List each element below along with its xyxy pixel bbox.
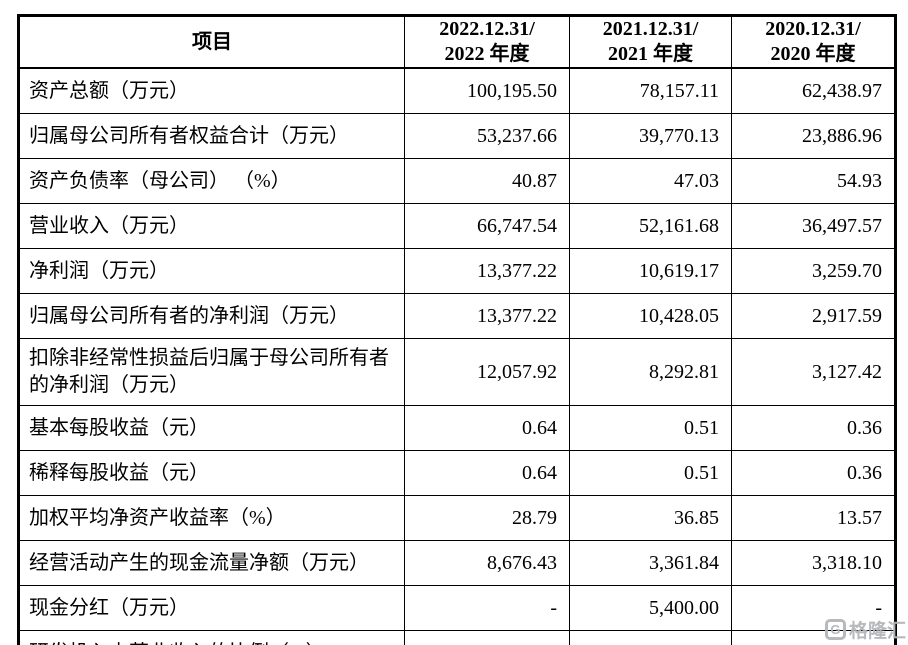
cell-value: 62,438.97 xyxy=(731,67,896,114)
cell-value: 5.58 xyxy=(569,630,732,645)
cell-value: 53,237.66 xyxy=(404,113,570,159)
cell-value: 0.64 xyxy=(404,405,570,451)
row-label: 稀释每股收益（元） xyxy=(18,450,405,496)
cell-value: 0.36 xyxy=(731,405,896,451)
row-label: 加权平均净资产收益率（%） xyxy=(18,495,405,541)
cell-value: 0.51 xyxy=(569,450,732,496)
cell-value: 36,497.57 xyxy=(731,203,896,249)
table-row: 稀释每股收益（元） 0.64 0.51 0.36 xyxy=(18,450,896,496)
table-body: 资产总额（万元） 100,195.50 78,157.11 62,438.97 归属母公… xyxy=(18,67,896,645)
cell-value: 13.57 xyxy=(731,495,896,541)
header-col-2021-line1: 2021.12.31/ xyxy=(602,18,699,40)
header-col-2021: 2021.12.31/ 2021 年度 xyxy=(569,15,732,69)
row-label: 归属母公司所有者的净利润（万元） xyxy=(18,293,405,339)
cell-value: 47.03 xyxy=(569,158,732,204)
financial-summary-table: 项目 2022.12.31/ 2022 年度 2021.12.31/ 2021 … xyxy=(17,14,897,645)
cell-value: 8,292.81 xyxy=(569,338,732,406)
header-col-2021-line2: 2021 年度 xyxy=(608,43,693,65)
table-row: 资产负债率（母公司） （%） 40.87 47.03 54.93 xyxy=(18,158,896,204)
header-col-2022-line2: 2022 年度 xyxy=(444,43,530,65)
header-col-2020-line1: 2020.12.31/ xyxy=(765,18,861,40)
cell-value: 54.93 xyxy=(731,158,896,204)
row-label: 现金分红（万元） xyxy=(18,585,405,631)
cell-value: 23,886.96 xyxy=(731,113,896,159)
header-row: 项目 2022.12.31/ 2022 年度 2021.12.31/ 2021 … xyxy=(18,15,896,69)
row-label: 基本每股收益（元） xyxy=(18,405,405,451)
cell-value: 6.37 xyxy=(731,630,896,645)
table-row: 营业收入（万元） 66,747.54 52,161.68 36,497.57 xyxy=(18,203,896,249)
cell-value: 5,400.00 xyxy=(569,585,732,631)
cell-value: 3,259.70 xyxy=(731,248,896,294)
table-row: 净利润（万元） 13,377.22 10,619.17 3,259.70 xyxy=(18,248,896,294)
header-col-2022: 2022.12.31/ 2022 年度 xyxy=(404,15,570,69)
cell-value: 40.87 xyxy=(404,158,570,204)
table-row: 基本每股收益（元） 0.64 0.51 0.36 xyxy=(18,405,896,451)
cell-value: 100,195.50 xyxy=(404,67,570,114)
cell-value: 52,161.68 xyxy=(569,203,732,249)
cell-value: 3,127.42 xyxy=(731,338,896,406)
row-label: 资产负债率（母公司） （%） xyxy=(18,158,405,204)
row-label: 净利润（万元） xyxy=(18,248,405,294)
cell-value: 66,747.54 xyxy=(404,203,570,249)
row-label: 扣除非经常性损益后归属于母公司所有者的净利润（万元） xyxy=(18,338,405,406)
table-row: 归属母公司所有者的净利润（万元） 13,377.22 10,428.05 2,917.… xyxy=(18,293,896,339)
header-col-2020: 2020.12.31/ 2020 年度 xyxy=(731,15,896,69)
header-col-2020-line2: 2020 年度 xyxy=(770,43,856,65)
table-row: 经营活动产生的现金流量净额（万元） 8,676.43 3,361.84 3,318.1… xyxy=(18,540,896,586)
cell-value: 0.64 xyxy=(404,450,570,496)
cell-value: 3,318.10 xyxy=(731,540,896,586)
row-label: 经营活动产生的现金流量净额（万元） xyxy=(18,540,405,586)
row-label: 资产总额（万元） xyxy=(18,67,405,114)
cell-value: 0.36 xyxy=(731,450,896,496)
table-row: 研发投入占营业收入的比例（%）5.045.586.37 xyxy=(18,630,896,645)
header-col-2022-line1: 2022.12.31/ xyxy=(439,18,535,40)
row-label: 研发投入占营业收入的比例（%） xyxy=(18,630,405,645)
cell-value: 28.79 xyxy=(404,495,570,541)
cell-value: - xyxy=(731,585,896,631)
cell-value: 2,917.59 xyxy=(731,293,896,339)
table-row: 扣除非经常性损益后归属于母公司所有者的净利润（万元） 12,057.92 8,292… xyxy=(18,338,896,406)
row-label: 营业收入（万元） xyxy=(18,203,405,249)
cell-value: 78,157.11 xyxy=(569,67,732,114)
row-label: 归属母公司所有者权益合计（万元） xyxy=(18,113,405,159)
cell-value: 12,057.92 xyxy=(404,338,570,406)
cell-value: 3,361.84 xyxy=(569,540,732,586)
cell-value: 0.51 xyxy=(569,405,732,451)
cell-value: 8,676.43 xyxy=(404,540,570,586)
table-row: 归属母公司所有者权益合计（万元） 53,237.66 39,770.13 23,886… xyxy=(18,113,896,159)
cell-value: 39,770.13 xyxy=(569,113,732,159)
table-row: 现金分红（万元） -5,400.00- xyxy=(18,585,896,631)
table-row: 加权平均净资产收益率（%） 28.79 36.85 13.57 xyxy=(18,495,896,541)
cell-value: 10,619.17 xyxy=(569,248,732,294)
cell-value: - xyxy=(404,585,570,631)
cell-value: 13,377.22 xyxy=(404,248,570,294)
cell-value: 5.04 xyxy=(404,630,570,645)
table-row: 资产总额（万元） 100,195.50 78,157.11 62,438.97 xyxy=(18,67,896,114)
header-item-label: 项目 xyxy=(18,15,405,69)
cell-value: 36.85 xyxy=(569,495,732,541)
cell-value: 10,428.05 xyxy=(569,293,732,339)
cell-value: 13,377.22 xyxy=(404,293,570,339)
